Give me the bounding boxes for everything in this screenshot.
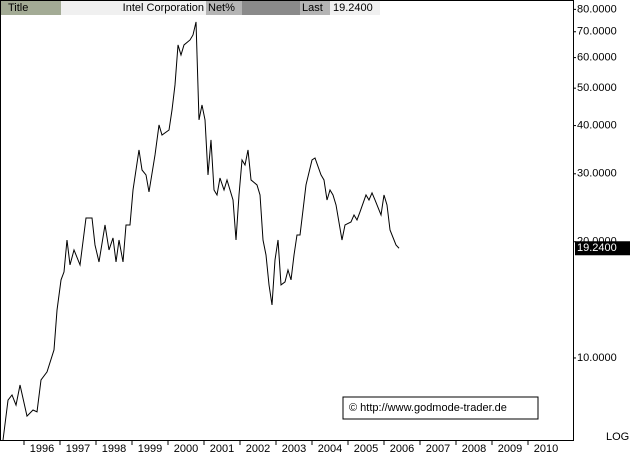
plot-frame: [0, 0, 574, 441]
y-tick-label: 30.0000: [577, 168, 617, 180]
header-cell: [330, 1, 380, 15]
header-bar: Title Intel Corporation Net% Last 19.240…: [1, 1, 380, 15]
last-value-marker-label: 19.2400: [577, 242, 617, 254]
y-tick-label: 70.0000: [577, 26, 617, 38]
x-tick-label: 2007: [426, 443, 450, 455]
header-cell: [61, 1, 206, 15]
y-tick-label: 40.0000: [577, 119, 617, 131]
x-tick-label: 2002: [246, 443, 270, 455]
chart-title: Intel Corporation: [123, 2, 204, 14]
y-tick-label: 80.0000: [577, 3, 617, 15]
header-cell: [242, 1, 300, 15]
net-label: Net%: [208, 2, 235, 14]
annotation-box: [342, 396, 539, 420]
scale-label: LOG: [606, 431, 629, 443]
x-tick-label: 2005: [354, 443, 378, 455]
x-tick-label: 1999: [138, 443, 162, 455]
header-cell: [1, 1, 61, 15]
x-tick-label: 2003: [282, 443, 306, 455]
x-tick-label: 1996: [30, 443, 54, 455]
annotation: © http://www.godmode-trader.de: [349, 402, 507, 414]
last-value-marker: [575, 241, 630, 256]
y-tick-label: 60.0000: [577, 52, 617, 64]
last-label: Last: [302, 2, 323, 14]
x-tick-label: 2001: [210, 443, 234, 455]
x-tick-label: 2000: [174, 443, 198, 455]
x-tick-label: 1998: [102, 443, 126, 455]
y-tick-label: 10.0000: [577, 352, 617, 364]
x-tick-label: 2010: [534, 443, 558, 455]
x-tick-label: 2006: [390, 443, 414, 455]
price-line: [2, 21, 400, 441]
y-tick-label: 50.0000: [577, 82, 617, 94]
x-tick-label: 2004: [318, 443, 342, 455]
x-tick-label: 1997: [66, 443, 90, 455]
header-cell: [300, 1, 330, 15]
header-label: Title: [8, 2, 28, 14]
header-cell: [206, 1, 242, 15]
x-tick-label: 2009: [498, 443, 522, 455]
x-tick-label: 2008: [462, 443, 486, 455]
last-value: 19.2400: [333, 2, 373, 14]
